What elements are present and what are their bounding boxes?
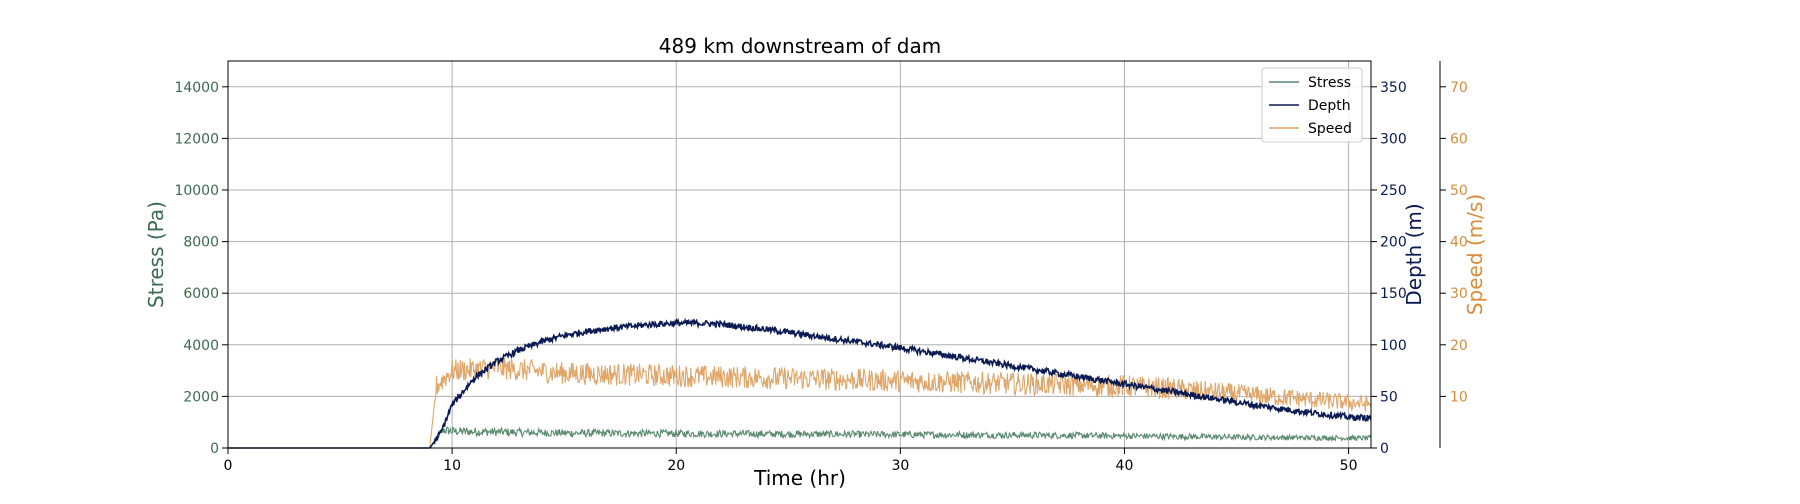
depth-tick-label: 150 — [1380, 286, 1407, 302]
x-tick-label: 20 — [667, 458, 685, 474]
chart-title: 489 km downstream of dam — [659, 34, 941, 58]
depth-tick-label: 100 — [1380, 338, 1407, 354]
depth-tick-label: 300 — [1380, 131, 1407, 147]
speed-tick-label: 50 — [1450, 183, 1468, 199]
stress-tick-label: 2000 — [183, 389, 219, 405]
speed-tick-label: 60 — [1450, 131, 1468, 147]
x-tick-label: 40 — [1116, 458, 1134, 474]
series-line-depth — [228, 317, 1372, 449]
depth-tick-label: 200 — [1380, 235, 1407, 251]
legend: Stress Depth Speed — [1261, 67, 1363, 143]
grid-lines — [227, 61, 1371, 449]
stress-tick-label: 0 — [210, 441, 219, 457]
stress-tick-label: 8000 — [183, 235, 219, 251]
x-tick-label: 30 — [891, 458, 909, 474]
stress-tick-label: 12000 — [174, 131, 219, 147]
stress-tick-label: 6000 — [183, 286, 219, 302]
x-tick-label: 0 — [224, 458, 233, 474]
legend-label-speed: Speed — [1308, 121, 1352, 137]
axes-layer: 0 10 20 30 40 5002000400060008000100001200014… — [144, 60, 1487, 474]
speed-axis-label: Speed (m/s) — [1463, 194, 1487, 315]
stress-tick-label: 4000 — [183, 338, 219, 354]
speed-tick-label: 20 — [1450, 338, 1468, 354]
speed-tick-label: 10 — [1450, 389, 1468, 405]
speed-tick-label: 30 — [1450, 286, 1468, 302]
speed-tick-label: 70 — [1450, 80, 1468, 96]
legend-label-depth: Depth — [1308, 98, 1351, 114]
stress-tick-label: 14000 — [174, 80, 219, 96]
x-tick-label: 50 — [1340, 458, 1358, 474]
x-tick-label: 10 — [443, 458, 461, 474]
depth-tick-label: 250 — [1380, 183, 1407, 199]
stress-tick-label: 10000 — [174, 183, 219, 199]
x-axis-label: Time (hr) — [753, 466, 846, 490]
speed-tick-label: 40 — [1450, 235, 1468, 251]
depth-tick-label: 350 — [1380, 80, 1407, 96]
stress-axis-label: Stress (Pa) — [144, 201, 168, 308]
plot-area — [228, 317, 1372, 449]
depth-tick-label: 0 — [1380, 441, 1389, 457]
depth-tick-label: 50 — [1380, 389, 1398, 405]
depth-axis-label: Depth (m) — [1402, 203, 1426, 305]
series-line-stress — [228, 426, 1372, 449]
legend-box — [1261, 67, 1363, 143]
plot-frame — [227, 60, 1372, 449]
legend-label-stress: Stress — [1308, 75, 1351, 91]
